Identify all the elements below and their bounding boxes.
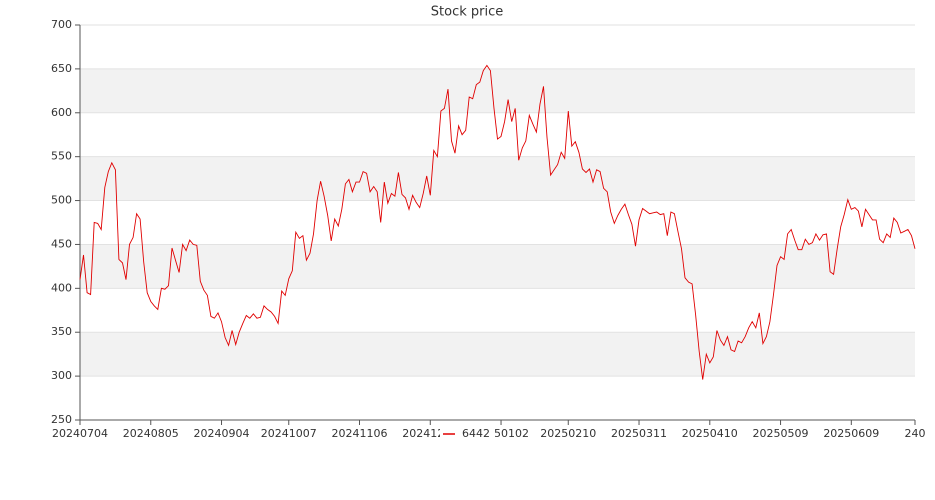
y-tick-label: 600 (51, 106, 72, 119)
grid-band (80, 332, 915, 377)
chart-title: Stock price (431, 5, 503, 20)
legend-bg (440, 426, 495, 442)
x-tick-label: 20241007 (261, 427, 317, 440)
y-tick-label: 400 (51, 281, 72, 294)
x-tick-label: 240 (905, 427, 926, 440)
x-tick-label: 20250210 (540, 427, 596, 440)
x-tick-label: 20250609 (823, 427, 879, 440)
y-tick-label: 350 (51, 325, 72, 338)
x-tick-label: 20250410 (682, 427, 738, 440)
legend: 6442 (440, 426, 495, 442)
grid-band (80, 156, 915, 201)
x-tick-label: 20241106 (332, 427, 388, 440)
y-tick-label: 700 (51, 18, 72, 31)
legend-label: 6442 (462, 427, 490, 440)
grid-band (80, 68, 915, 113)
x-tick-label: 20250311 (611, 427, 667, 440)
y-tick-label: 550 (51, 150, 72, 163)
y-tick-label: 650 (51, 62, 72, 75)
x-tick-label: 20240805 (123, 427, 179, 440)
y-tick-label: 250 (51, 413, 72, 426)
y-tick-label: 450 (51, 237, 72, 250)
x-tick-label: 20250509 (753, 427, 809, 440)
x-tick-label: 20240904 (194, 427, 250, 440)
x-tick-label: 20240704 (52, 427, 108, 440)
y-tick-label: 300 (51, 369, 72, 382)
grid-band (80, 244, 915, 289)
series-line (79, 64, 916, 380)
y-tick-label: 500 (51, 194, 72, 207)
